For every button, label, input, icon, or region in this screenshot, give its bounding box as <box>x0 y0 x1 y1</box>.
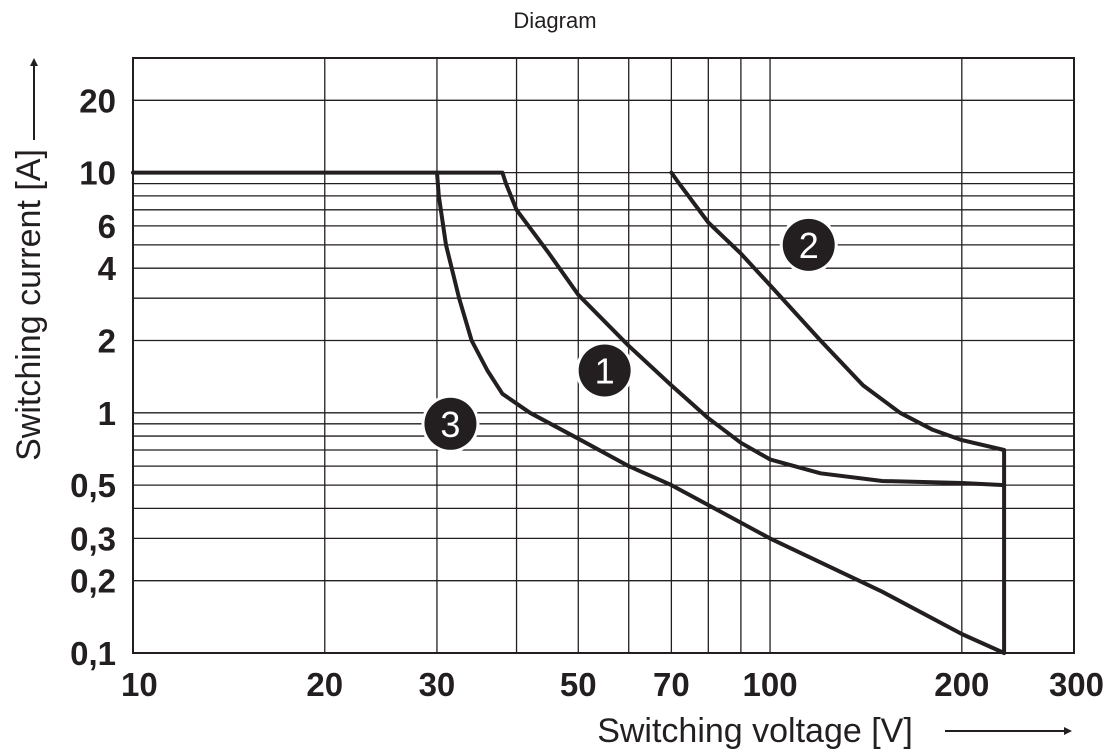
series-layer <box>131 170 1007 655</box>
y-tick-label: 0,1 <box>70 635 116 672</box>
curve-marker-1: 1 <box>575 341 634 400</box>
y-tick-label: 2 <box>98 322 116 359</box>
chart-title: Diagram <box>513 8 596 33</box>
y-tick-label: 4 <box>98 250 117 287</box>
x-tick-label: 300 <box>1049 666 1104 703</box>
series-line-3 <box>435 170 1007 655</box>
x-axis-label: Switching voltage [V] <box>597 712 913 750</box>
y-axis-label: Switching current [A] <box>10 149 48 461</box>
y-tick-label: 20 <box>79 82 116 119</box>
x-tick-label: 100 <box>743 666 798 703</box>
marker-disc <box>782 218 835 271</box>
marker-label: 1 <box>595 351 615 392</box>
x-tick-label: 50 <box>560 666 597 703</box>
x-tick-label: 70 <box>653 666 690 703</box>
x-tick-label: 200 <box>934 666 989 703</box>
plot-frame <box>132 57 1075 654</box>
x-tick-label: 20 <box>306 666 343 703</box>
markers-layer: 1 2 3 <box>421 215 838 453</box>
y-tick-label: 6 <box>98 208 116 245</box>
y-tick-label: 0,3 <box>70 520 116 557</box>
grid <box>133 58 1074 653</box>
x-tick-label: 10 <box>121 666 158 703</box>
series-line-1 <box>131 170 1007 488</box>
x-tick-label: 30 <box>419 666 456 703</box>
curve-marker-3: 3 <box>421 394 480 453</box>
marker-disc <box>578 344 631 397</box>
y-tick-label: 0,2 <box>70 563 116 600</box>
y-tick-label: 1 <box>98 395 116 432</box>
marker-label: 3 <box>440 404 460 445</box>
y-tick-label: 0,5 <box>70 467 116 504</box>
ticks-layer: 0,1 0,2 0,3 0,5 1 2 4 6 10 20 10 20 30 50 70 100 200 300 <box>70 82 1104 703</box>
y-tick-label: 10 <box>79 155 116 192</box>
curve-marker-2: 2 <box>779 215 838 274</box>
marker-disc <box>424 397 477 450</box>
marker-label: 2 <box>799 225 819 266</box>
series-line-2 <box>669 170 1007 488</box>
